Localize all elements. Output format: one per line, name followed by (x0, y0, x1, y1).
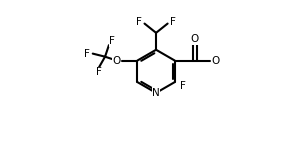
Text: F: F (136, 17, 142, 27)
Text: O: O (211, 56, 220, 66)
Text: F: F (109, 36, 115, 46)
Text: F: F (84, 49, 90, 59)
Text: O: O (191, 34, 199, 44)
Text: F: F (179, 81, 185, 91)
Text: N: N (152, 88, 160, 98)
Text: F: F (170, 17, 176, 27)
Text: F: F (96, 67, 102, 77)
Text: O: O (113, 56, 121, 66)
